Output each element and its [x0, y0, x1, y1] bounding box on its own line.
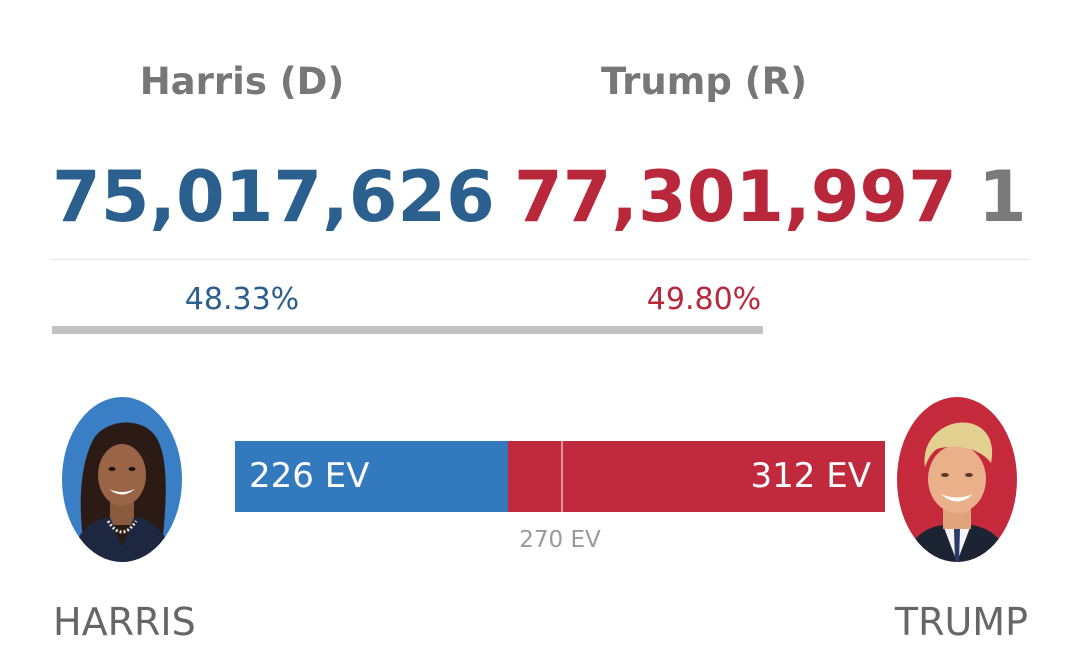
ev-threshold-label: 270 EV	[519, 527, 601, 553]
trump-name-header: Trump (R)	[601, 60, 807, 103]
trump-portrait-icon	[897, 397, 1017, 562]
other-popular-votes-partial: 15	[978, 157, 1030, 237]
harris-popular-votes: 75,017,626	[52, 156, 495, 238]
vote-share-track	[52, 326, 763, 334]
harris-portrait-icon	[62, 397, 182, 562]
harris-bottom-label: HARRIS	[53, 600, 196, 644]
trump-portrait-graphic	[897, 397, 1017, 562]
harris-vote-percent: 48.33%	[184, 282, 300, 317]
harris-ev-segment	[235, 441, 508, 512]
ev-threshold-marker	[561, 441, 563, 512]
trump-ev-label: 312 EV	[750, 456, 871, 496]
trump-popular-votes: 77,301,997	[514, 156, 957, 238]
trump-bottom-label: TRUMP	[894, 600, 1028, 644]
harris-ev-label: 226 EV	[249, 456, 370, 496]
divider	[52, 259, 1030, 260]
trump-vote-percent: 49.80%	[646, 282, 762, 317]
electoral-vote-bar: 226 EV 312 EV	[235, 441, 885, 512]
harris-name-header: Harris (D)	[139, 60, 345, 103]
harris-portrait-graphic	[62, 397, 182, 562]
trump-ev-segment	[508, 441, 885, 512]
